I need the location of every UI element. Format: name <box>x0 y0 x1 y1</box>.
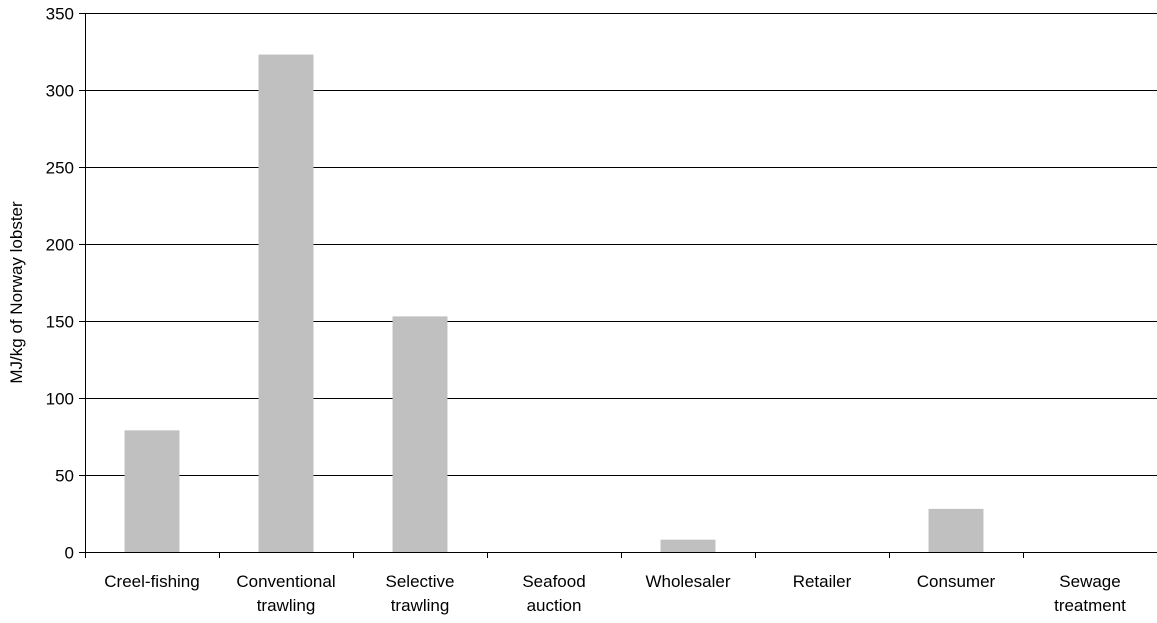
bar <box>124 430 180 552</box>
y-tick-label: 250 <box>46 159 74 178</box>
x-category-label: Conventional trawling <box>236 572 335 615</box>
x-category-label: Consumer <box>917 572 996 591</box>
y-tick-label: 200 <box>46 236 74 255</box>
bars <box>124 54 984 552</box>
x-category-label: Wholesaler <box>645 572 730 591</box>
x-category-label: Selective trawling <box>386 572 455 615</box>
y-tick-label: 150 <box>46 313 74 332</box>
x-category-label: Seafood auction <box>522 572 585 615</box>
y-tick-label: 50 <box>55 467 74 486</box>
gridlines <box>85 13 1157 476</box>
y-tick-label: 350 <box>46 5 74 24</box>
bar <box>392 316 448 552</box>
y-tick-label: 100 <box>46 390 74 409</box>
y-axis-label: MJ/kg of Norway lobster <box>7 201 26 384</box>
y-tick-labels: 0 50 100 150 200 250 300 350 <box>46 5 74 563</box>
x-category-label: Creel-fishing <box>104 572 199 591</box>
bar <box>928 508 984 552</box>
axes <box>79 13 1157 558</box>
x-category-label: Sewage treatment <box>1054 572 1126 615</box>
bar <box>660 539 716 552</box>
bar <box>258 54 314 552</box>
y-tick-label: 0 <box>65 544 74 563</box>
x-category-labels: Creel-fishing Conventional trawling Selecti… <box>104 572 1126 615</box>
y-tick-label: 300 <box>46 82 74 101</box>
x-category-label: Retailer <box>793 572 852 591</box>
